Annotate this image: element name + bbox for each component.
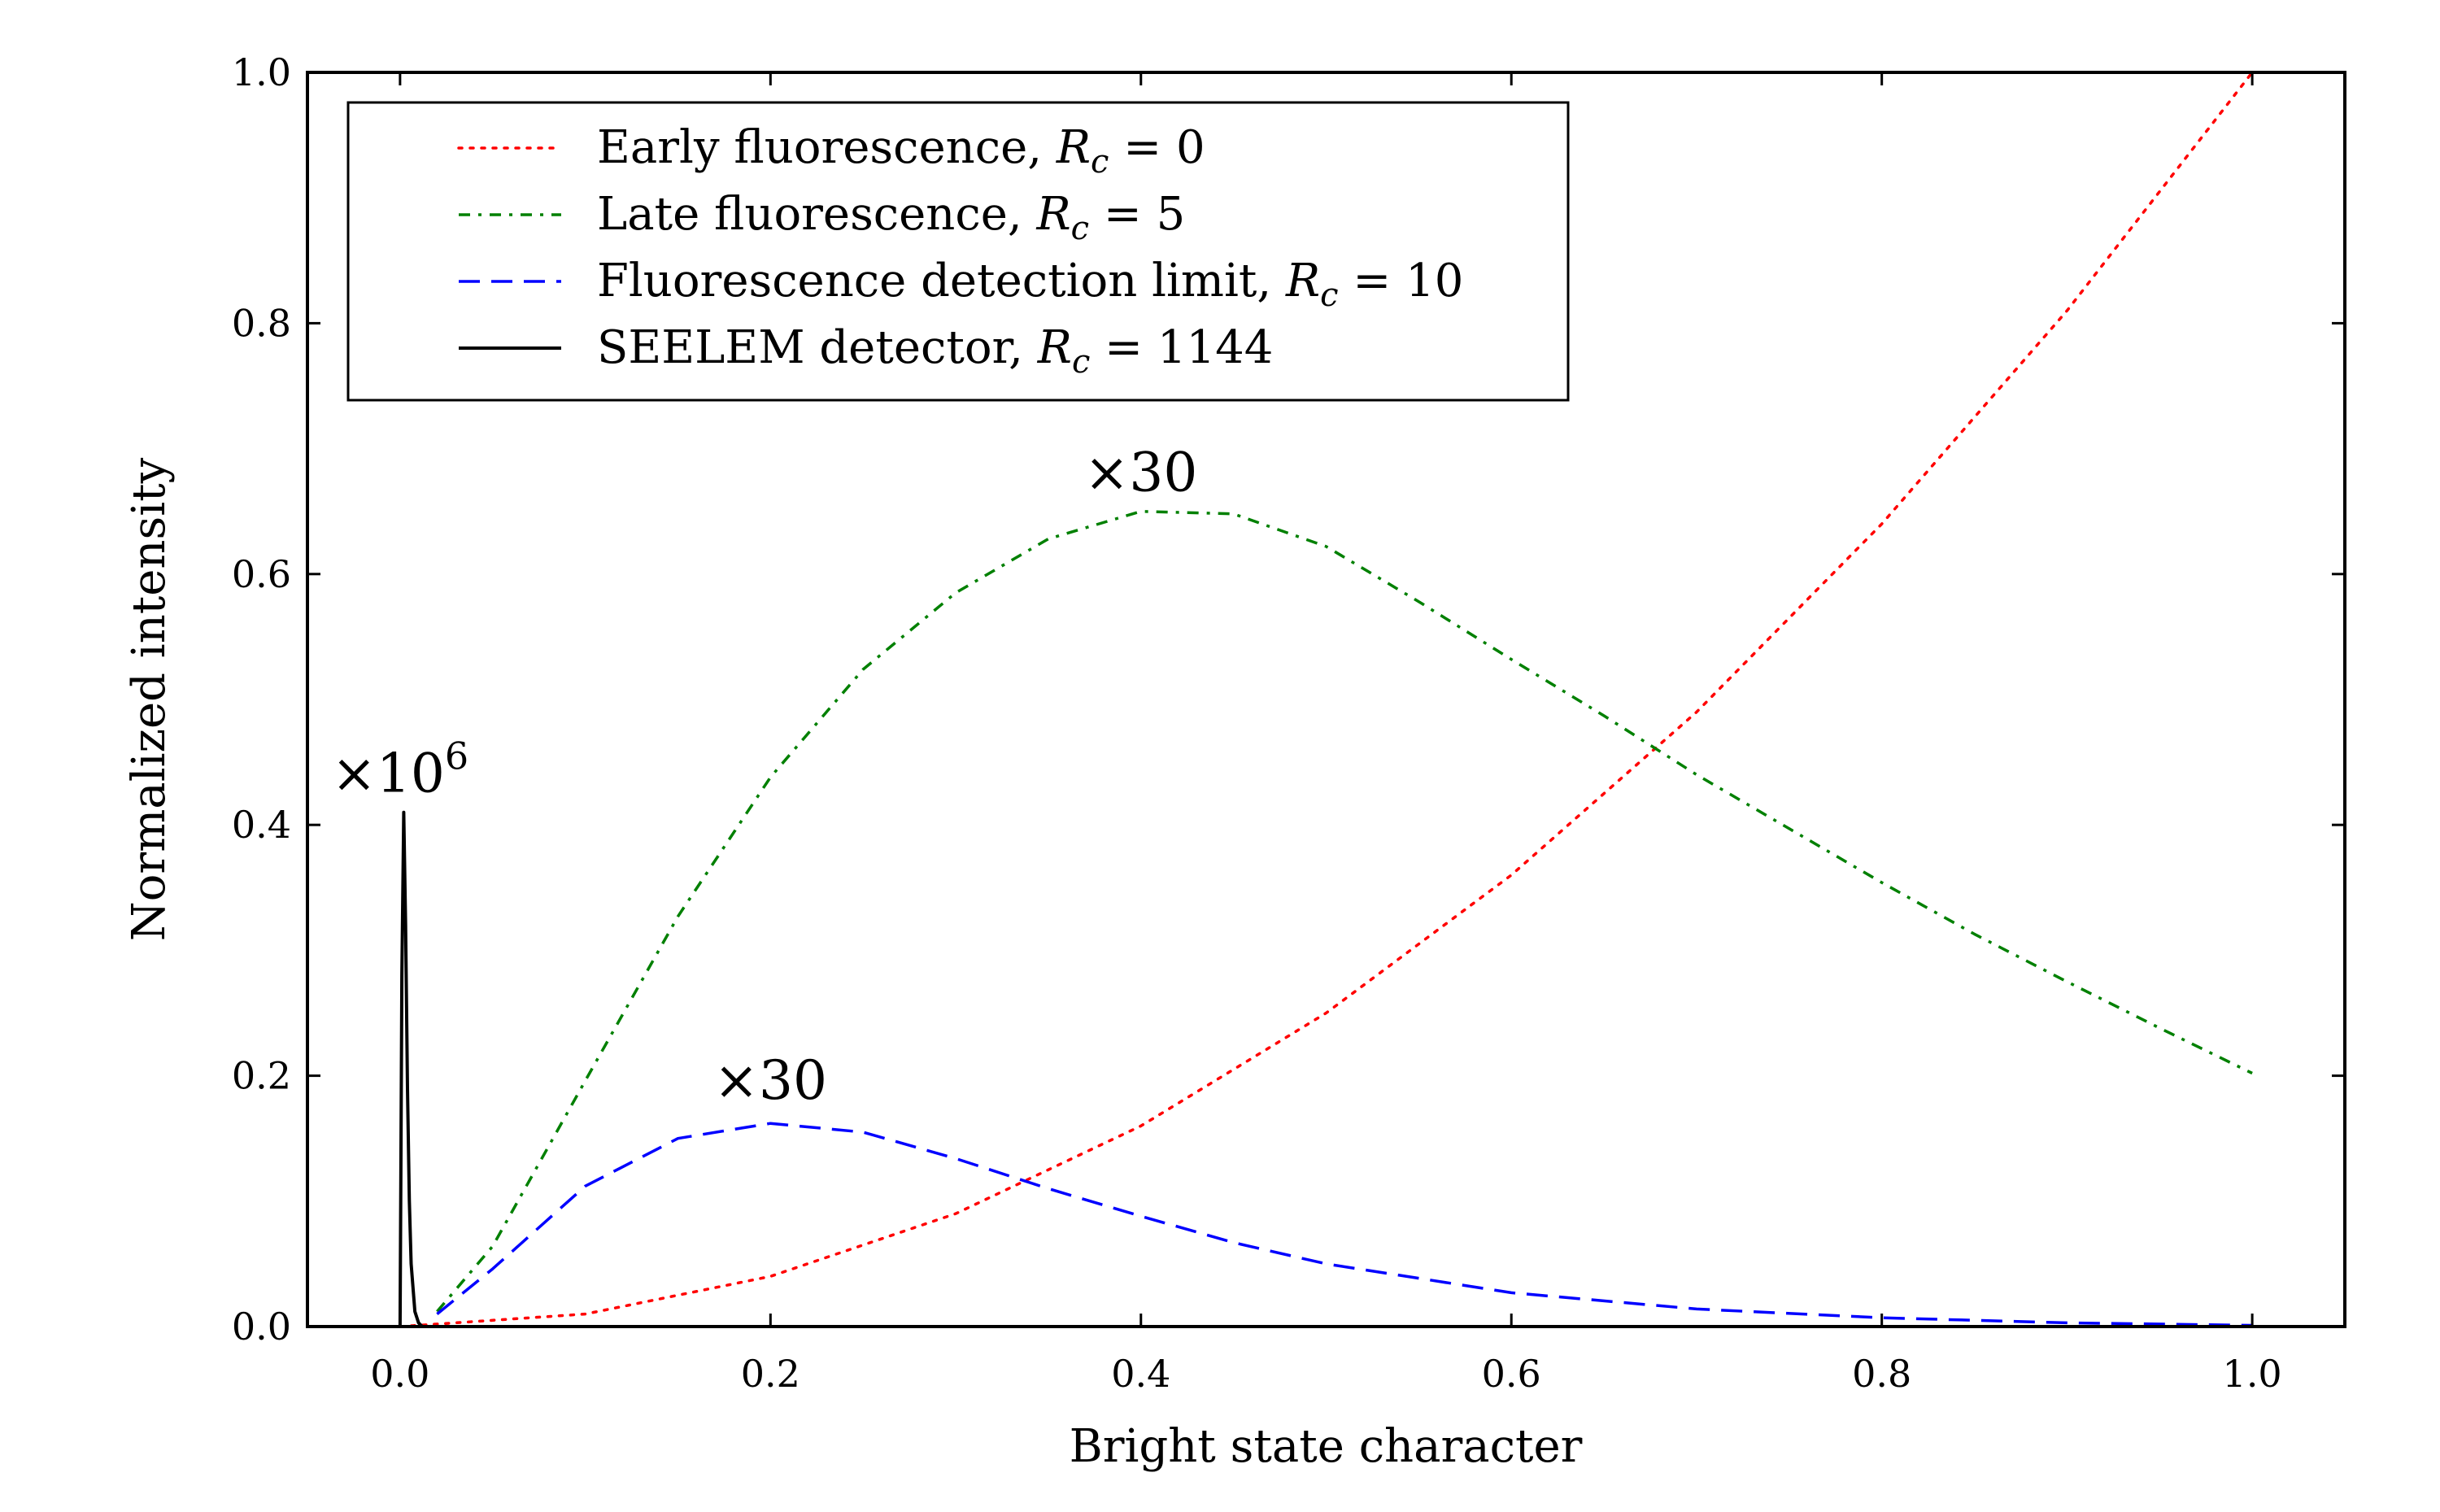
legend-label-2: Fluorescence detection limit, Rc = 10 — [597, 255, 1463, 314]
y-tick-label: 0.0 — [232, 1305, 291, 1349]
annotation-superscript: 6 — [445, 734, 468, 778]
legend-label-3: SEELEM detector, Rc = 1144 — [597, 321, 1273, 381]
math-value: = 1144 — [1090, 321, 1273, 374]
annotation-text: ×30 — [1084, 441, 1197, 503]
legend-label-1: Late fluorescence, Rc = 5 — [597, 188, 1185, 247]
math-value: = 5 — [1089, 188, 1185, 241]
legend-series-name: Fluorescence detection limit, — [597, 255, 1286, 307]
legend-series-name: SEELEM detector, — [597, 321, 1038, 374]
annotation-label: ×30 — [714, 1049, 827, 1112]
annotation-label: ×106 — [332, 734, 469, 804]
x-tick-label: 0.6 — [1482, 1352, 1541, 1396]
x-tick-label: 0.0 — [370, 1352, 429, 1396]
math-subscript: c — [1320, 277, 1338, 314]
y-tick-label: 0.8 — [232, 301, 291, 345]
series-line-1 — [436, 509, 2253, 1313]
math-variable: R — [1056, 121, 1091, 174]
series-line-3 — [398, 810, 424, 1328]
x-tick-label: 0.2 — [741, 1352, 800, 1396]
annotation-label: ×30 — [1084, 441, 1197, 503]
legend: Early fluorescence, Rc = 0 Late fluoresce… — [346, 101, 1570, 402]
annotation-text: ×30 — [714, 1049, 827, 1112]
y-tick-label: 0.6 — [232, 552, 291, 596]
legend-frame — [346, 101, 1570, 402]
y-tick-label: 0.4 — [232, 803, 291, 847]
x-tick-label: 0.8 — [1852, 1352, 1911, 1396]
math-subscript: c — [1072, 343, 1090, 381]
math-variable: R — [1035, 188, 1070, 241]
y-tick-label: 0.2 — [232, 1054, 291, 1098]
math-variable: R — [1285, 255, 1320, 307]
math-value: = 0 — [1109, 121, 1205, 174]
math-subscript: c — [1071, 210, 1089, 247]
legend-series-name: Early fluorescence, — [597, 121, 1057, 174]
y-tick-label: 1.0 — [232, 50, 291, 94]
y-axis-title: Normalized intensity — [123, 457, 176, 941]
x-tick-label: 0.4 — [1111, 1352, 1170, 1396]
series-line-2 — [436, 1122, 2253, 1327]
series-line-0 — [399, 71, 2254, 1328]
tick-layer: 0.0 0.2 0.4 0.6 0.8 1.0 0.0 0.2 0.4 0.6 0.8 1.0 — [232, 50, 2345, 1396]
math-variable: R — [1037, 321, 1072, 374]
legend-label-0: Early fluorescence, Rc = 0 — [597, 121, 1205, 181]
legend-series-name: Late fluorescence, — [597, 188, 1036, 241]
math-value: = 10 — [1339, 255, 1464, 307]
annotation-layer: ×30 ×30 ×106 — [332, 441, 1198, 1112]
math-subscript: c — [1091, 143, 1109, 181]
series-layer — [398, 71, 2254, 1328]
x-axis-title: Bright state character — [1070, 1420, 1583, 1473]
x-tick-label: 1.0 — [2223, 1352, 2282, 1396]
plot-frame — [306, 71, 2346, 1328]
annotation-text: ×10 — [332, 742, 445, 804]
